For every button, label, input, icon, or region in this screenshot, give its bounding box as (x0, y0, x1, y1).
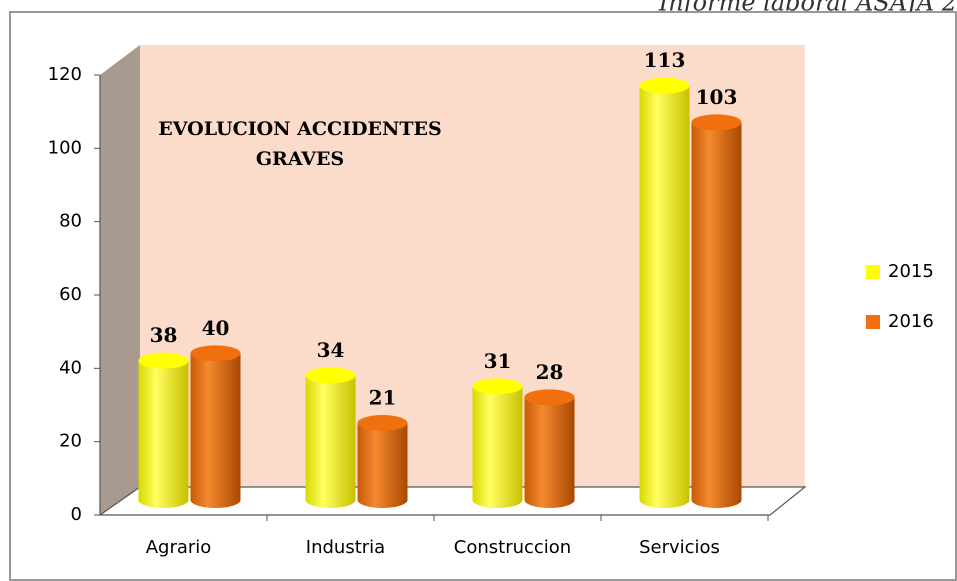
value-label: 21 (369, 386, 397, 410)
bar-top (357, 415, 408, 431)
x-tick-label: Servicios (639, 537, 720, 558)
bar-top (639, 77, 690, 94)
value-label: 31 (484, 349, 512, 373)
legend-label: 2015 (888, 261, 934, 282)
chart-title: GRAVES (256, 148, 344, 170)
bar (639, 85, 690, 501)
legend-swatch (866, 265, 880, 279)
bar (190, 353, 241, 500)
legend-label: 2016 (888, 311, 934, 332)
bar (691, 122, 742, 500)
bar (472, 386, 523, 500)
x-tick-label: Industria (306, 537, 385, 558)
value-label: 38 (150, 323, 178, 347)
bar (138, 360, 189, 500)
y-tick-label: 80 (59, 211, 82, 232)
bar (524, 397, 575, 500)
bar-top (691, 114, 742, 131)
value-label: 34 (317, 338, 345, 362)
side-wall (100, 45, 140, 515)
y-tick-label: 60 (59, 284, 82, 305)
bar-top (472, 378, 523, 395)
value-label: 40 (202, 316, 230, 340)
value-label: 28 (536, 360, 564, 384)
bar-top (190, 345, 241, 362)
legend-swatch (866, 315, 880, 329)
value-label: 103 (696, 85, 738, 109)
y-tick-label: 0 (71, 504, 82, 525)
bar (305, 375, 356, 500)
chart-title: EVOLUCION ACCIDENTES (158, 118, 441, 140)
bar-top (305, 367, 356, 384)
x-tick-label: Agrario (146, 537, 212, 558)
bar-top (524, 389, 575, 406)
y-tick-label: 40 (59, 357, 82, 378)
bar (357, 423, 408, 500)
bar-top (138, 352, 189, 369)
y-tick-label: 120 (48, 64, 82, 85)
value-label: 113 (644, 48, 686, 72)
floor (98, 486, 807, 516)
y-tick-label: 20 (59, 431, 82, 452)
x-tick-label: Construccion (454, 537, 571, 558)
y-tick-label: 100 (48, 137, 82, 158)
